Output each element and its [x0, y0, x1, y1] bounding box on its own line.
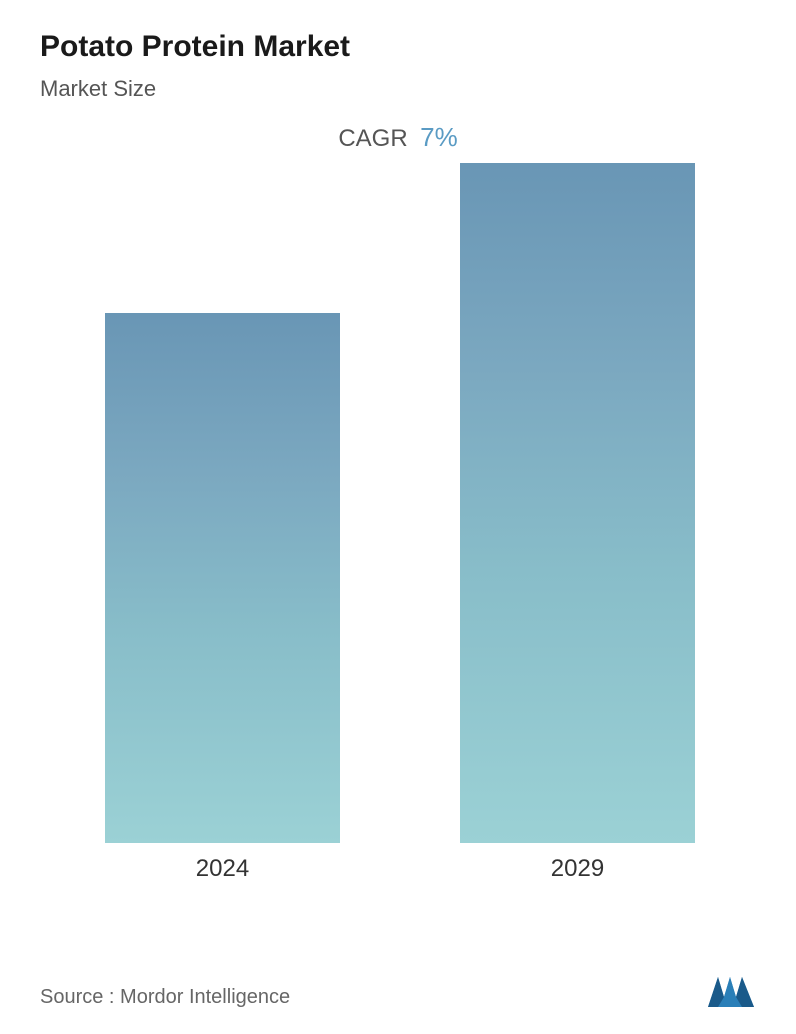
mordor-logo-icon	[706, 969, 756, 1009]
cagr-label: CAGR	[338, 125, 407, 152]
bar-2029	[460, 163, 695, 843]
bar-label-2029: 2029	[460, 855, 695, 883]
cagr-value: 7%	[420, 122, 458, 152]
bar-label-2024: 2024	[105, 855, 340, 883]
cagr-row: CAGR 7%	[40, 122, 756, 153]
chart-area: 2024 2029	[40, 173, 756, 893]
chart-title: Potato Protein Market	[40, 30, 756, 64]
source-text: Source : Mordor Intelligence	[40, 986, 290, 1009]
footer: Source : Mordor Intelligence	[40, 969, 756, 1009]
bar-2024	[105, 313, 340, 843]
chart-subtitle: Market Size	[40, 76, 756, 102]
